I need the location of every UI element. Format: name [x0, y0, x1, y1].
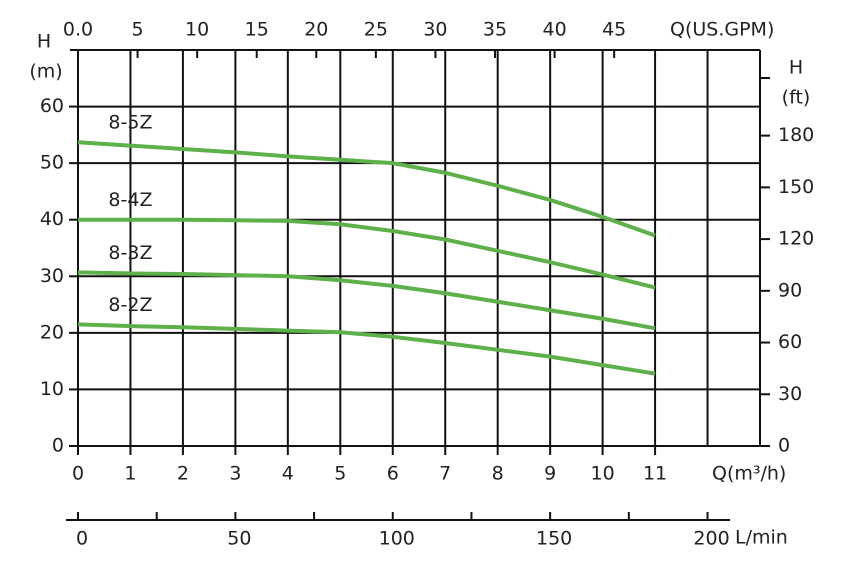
lmin-tick-label: 50	[227, 528, 251, 550]
y-tick-label: 10	[40, 378, 64, 400]
lmin-tick-label: 100	[379, 528, 415, 550]
y2-tick-label: 0	[778, 435, 790, 457]
top-tick-label: 30	[423, 19, 447, 41]
top-tick-label: 0.0	[63, 19, 93, 41]
lmin-tick-label: 150	[536, 528, 572, 550]
top-tick-label: 40	[542, 19, 566, 41]
lmin-axis-label: L/min	[735, 527, 788, 549]
y2-axis-label: H	[789, 57, 803, 79]
top-tick-label: 10	[185, 19, 209, 41]
top-tick-label: 35	[483, 19, 507, 41]
x-tick-label: 8	[492, 463, 504, 485]
pump-curve	[78, 217, 656, 290]
x-tick-label: 5	[334, 463, 346, 485]
x-tick-label: 1	[124, 463, 136, 485]
top-tick-label: 20	[304, 19, 328, 41]
curve-label: 8-4Z	[108, 189, 152, 211]
lmin-tick-label: 0	[76, 528, 88, 550]
x-tick-label: 11	[643, 463, 667, 485]
x-tick-label: 10	[591, 463, 615, 485]
y-tick-label: 20	[40, 321, 64, 343]
x-tick-label: 0	[72, 463, 84, 485]
pump-curve	[77, 140, 656, 238]
lmin-tick-label: 200	[693, 528, 729, 550]
y-tick-label: 60	[40, 95, 64, 117]
y-axis-unit: (m)	[29, 61, 62, 83]
y2-tick-label: 180	[778, 124, 814, 146]
x-tick-label: 2	[177, 463, 189, 485]
y2-tick-label: 60	[778, 331, 802, 353]
y-tick-label: 50	[40, 152, 64, 174]
x-tick-label: 9	[544, 463, 556, 485]
top-tick-label: 45	[602, 19, 626, 41]
top-tick-label: 15	[245, 19, 269, 41]
pump-curve	[77, 270, 656, 331]
y2-tick-label: 30	[778, 383, 802, 405]
y2-axis-unit: (ft)	[782, 87, 811, 109]
curve-label: 8-3Z	[108, 242, 152, 264]
y2-tick-label: 150	[778, 176, 814, 198]
y2-tick-label: 90	[778, 279, 802, 301]
top-axis-label: Q(US.GPM)	[670, 19, 774, 41]
x-axis-label: Q(m³/h)	[712, 463, 786, 485]
curve-label: 8-2Z	[108, 294, 152, 316]
x-tick-label: 4	[282, 463, 294, 485]
pump-curve	[77, 322, 656, 376]
curve-label: 8-5Z	[108, 112, 152, 134]
x-tick-label: 3	[229, 463, 241, 485]
y-tick-label: 30	[40, 265, 64, 287]
y2-tick-label: 120	[778, 228, 814, 250]
top-tick-label: 5	[132, 19, 144, 41]
y-axis-label: H	[37, 31, 51, 53]
y-tick-label: 0	[52, 435, 64, 457]
top-tick-label: 25	[364, 19, 388, 41]
y-tick-label: 40	[40, 208, 64, 230]
x-tick-label: 6	[387, 463, 399, 485]
x-tick-label: 7	[439, 463, 451, 485]
